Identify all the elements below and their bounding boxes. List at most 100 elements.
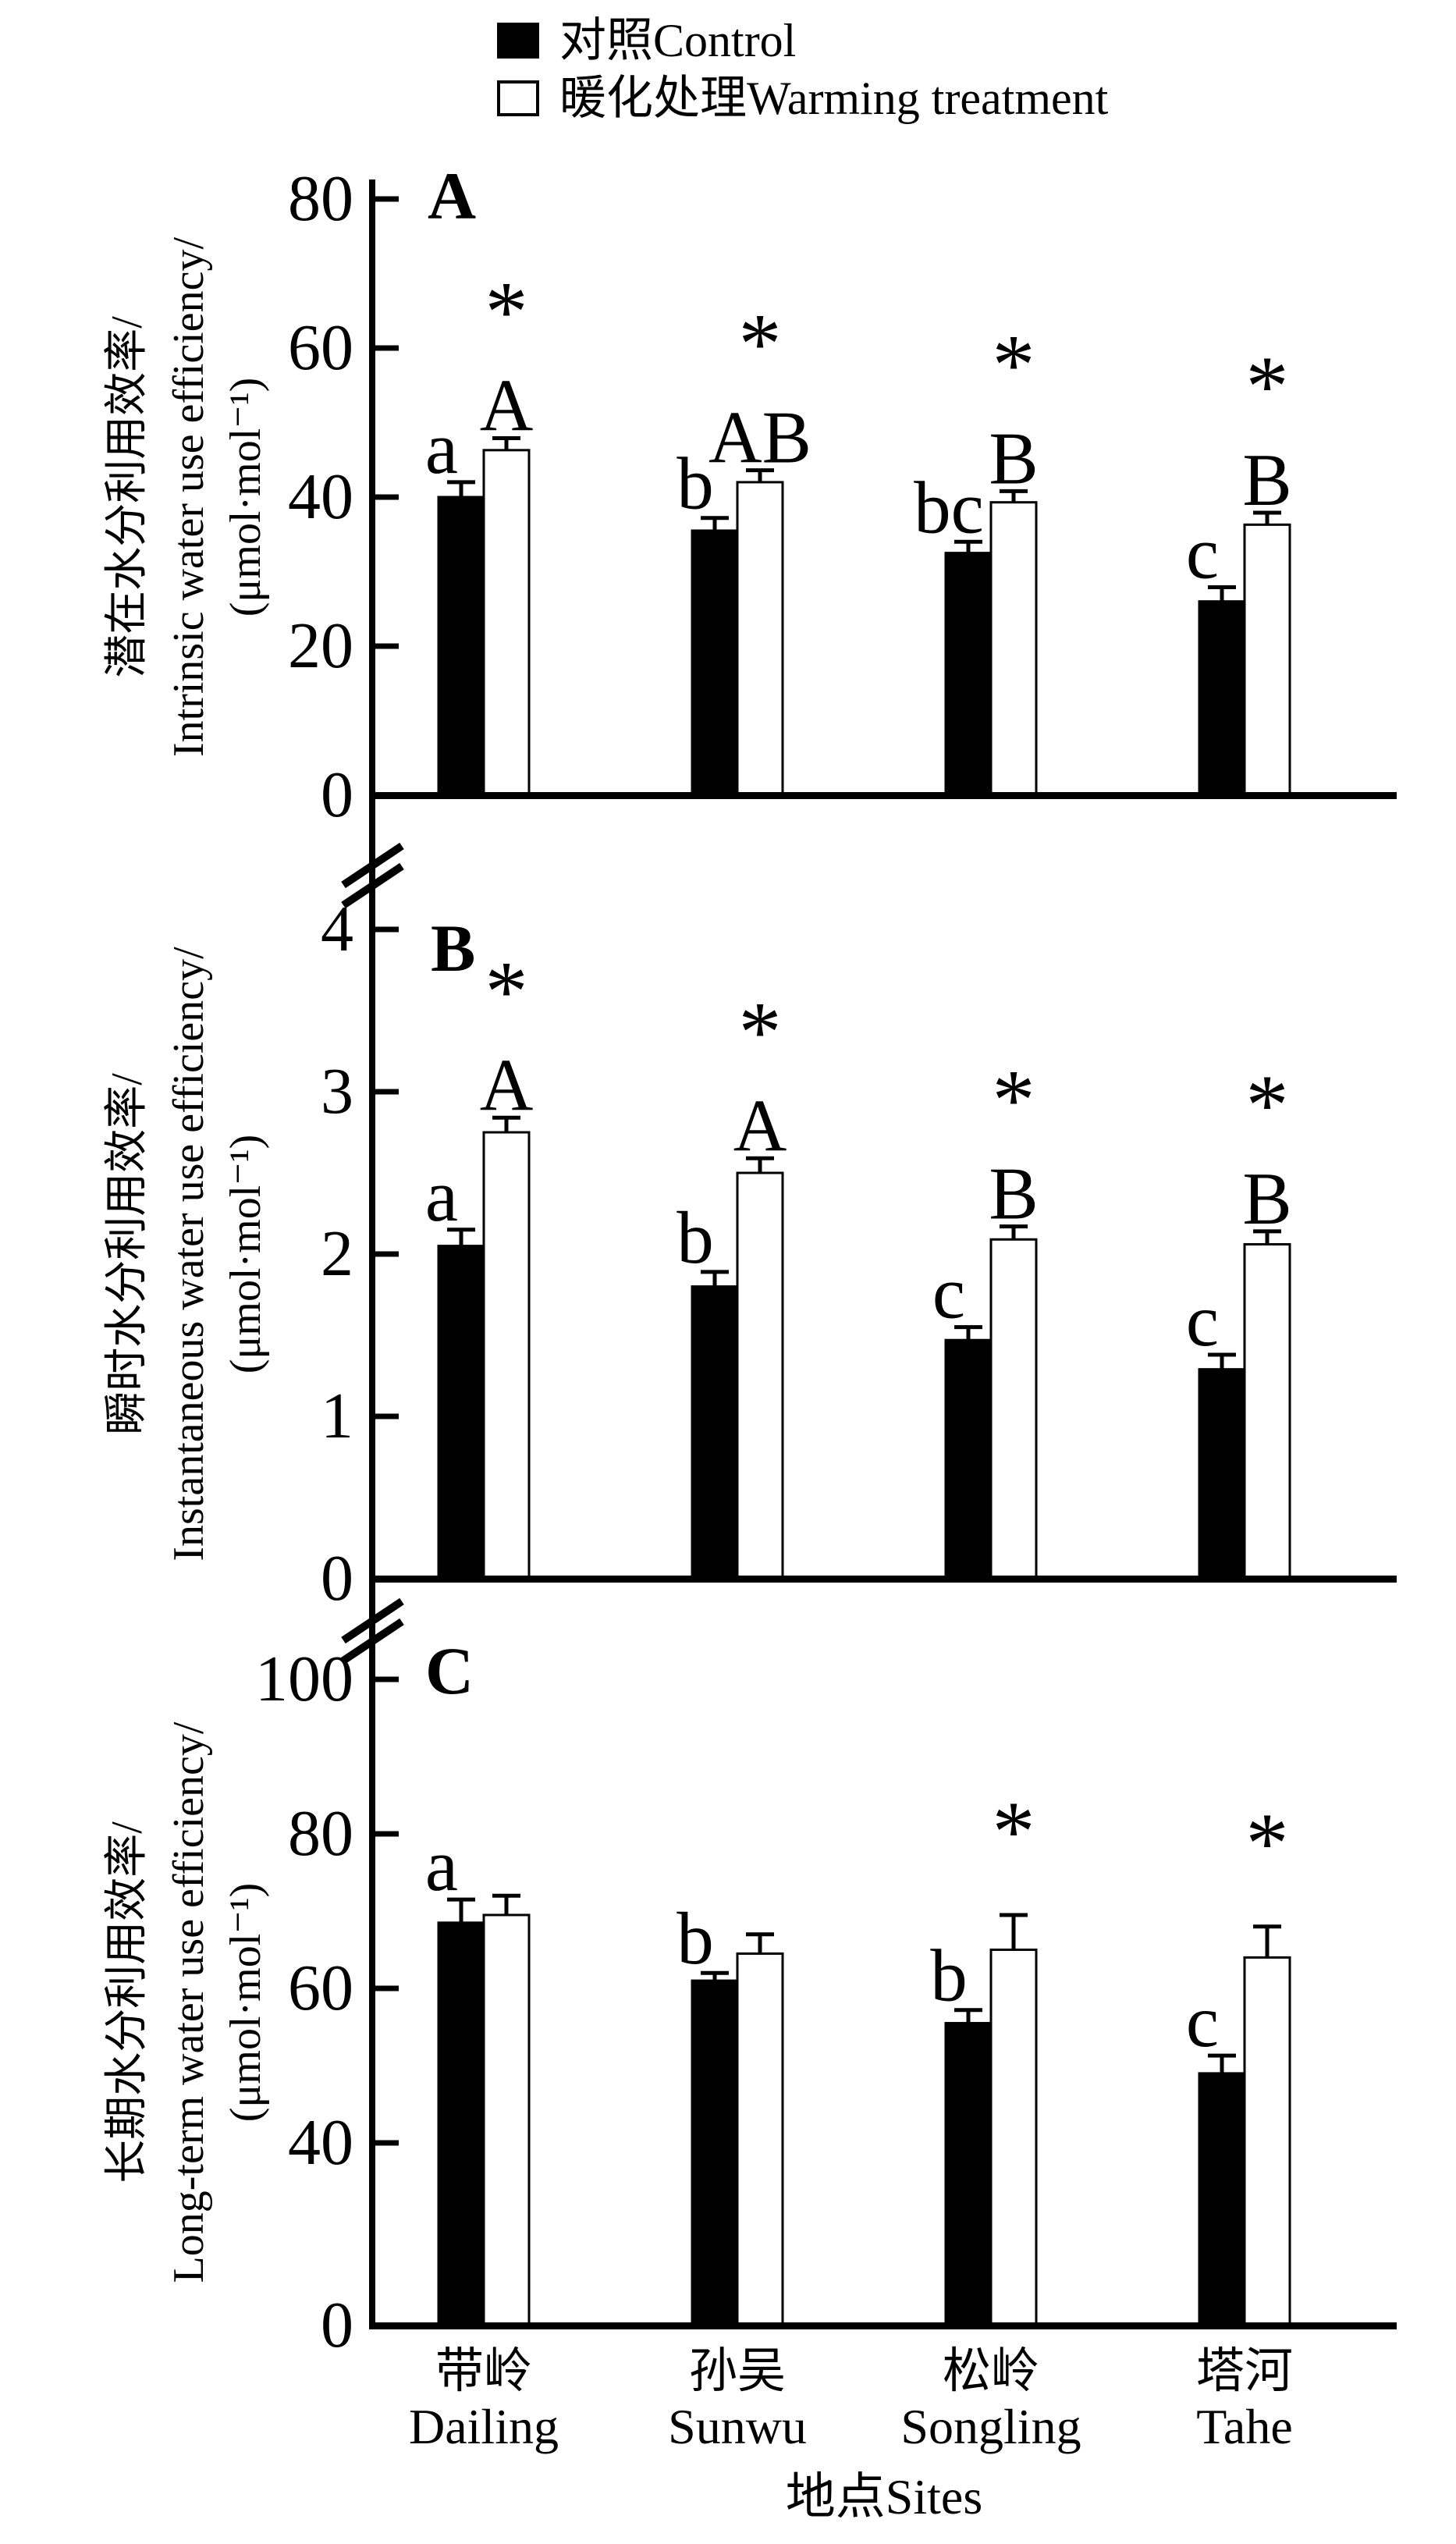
x-label-en-songling: Songling (900, 2399, 1081, 2454)
y-tick-label-panel-C: 0 (321, 2289, 353, 2361)
y-tick-panel-A (375, 643, 399, 649)
y-tick-panel-A (375, 196, 399, 202)
significance-star: * (739, 984, 782, 1079)
y-tick-label-panel-B: 3 (321, 1055, 353, 1128)
bar-control-Dailing-A (437, 496, 485, 797)
y-tick-panel-C (375, 1985, 399, 1991)
significance-star: * (739, 297, 782, 392)
significance-letter: B (989, 417, 1038, 499)
significance-letter: a (425, 407, 458, 489)
bar-warming-Dailing-A (482, 449, 531, 797)
y-tick-label-panel-A: 60 (288, 311, 353, 384)
bar-control-Sunwu-B (691, 1285, 739, 1580)
bar-control-Sunwu-C (691, 1979, 739, 2327)
legend-label-warming: 暖化处理Warming treatment (559, 73, 1109, 124)
y-tick-panel-C (375, 1831, 399, 1837)
y-tick-label-panel-A: 20 (288, 609, 353, 682)
y-tick-label-panel-C: 100 (255, 1643, 353, 1715)
axis-break-icon (341, 862, 404, 909)
y-tick-label-panel-C: 80 (288, 1797, 353, 1870)
x-axis-baseline-panel-B (369, 1576, 1397, 1583)
significance-letter: b (677, 1897, 714, 1980)
bar-warming-Songling-B (989, 1238, 1038, 1580)
panel-label-a: A (428, 158, 477, 233)
legend: 对照Control 暖化处理Warming treatment (497, 17, 1108, 122)
bar-warming-Tahe-B (1243, 1243, 1291, 1580)
bar-warming-Sunwu-C (736, 1952, 784, 2327)
panel-label-c: C (425, 1633, 474, 1708)
axis-break-icon (341, 842, 404, 889)
bar-control-Tahe-C (1198, 2072, 1246, 2327)
y-tick-label-panel-A: 80 (288, 162, 353, 235)
y-label-zh-panel-b: 瞬时水分利用效率/ (103, 1073, 151, 1435)
y-label-zh-panel-c: 长期水分利用效率/ (103, 1821, 151, 2183)
significance-star: * (993, 1784, 1035, 1879)
bar-control-Tahe-A (1198, 600, 1246, 797)
bar-control-Songling-B (944, 1338, 993, 1580)
y-tick-panel-B (375, 1251, 399, 1257)
significance-star: * (485, 943, 528, 1039)
bar-control-Songling-C (944, 2022, 993, 2327)
significance-letter: a (425, 1154, 458, 1237)
bar-warming-Tahe-C (1243, 1956, 1291, 2327)
x-label-zh-dailing: 带岭 (435, 2345, 533, 2398)
significance-letter: AB (708, 396, 811, 479)
y-tick-label-panel-C: 60 (288, 1952, 353, 2024)
x-label-en-sunwu: Sunwu (668, 2399, 807, 2454)
significance-star: * (1246, 1796, 1289, 1891)
y-label-en-panel-c: Long-term water use efficiency/ (165, 1721, 213, 2283)
bar-control-Songling-A (944, 552, 993, 797)
y-tick-label-panel-A: 40 (288, 460, 353, 533)
x-axis-title: 地点Sites (785, 2469, 983, 2524)
bar-warming-Dailing-B (482, 1131, 531, 1580)
y-tick-panel-C (375, 2140, 399, 2146)
y-label-en-panel-b: Instantaneous water use efficiency/ (165, 947, 213, 1562)
bar-control-Tahe-B (1198, 1368, 1246, 1580)
panel-label-b: B (431, 911, 476, 986)
significance-letter: B (1242, 1157, 1291, 1240)
bar-control-Sunwu-A (691, 529, 739, 797)
significance-star: * (993, 1053, 1035, 1148)
significance-letter: B (1242, 439, 1291, 521)
significance-letter: b (930, 1935, 968, 2017)
y-tick-panel-B (375, 926, 399, 933)
significance-letter: A (480, 1043, 534, 1126)
y-tick-panel-B (375, 1089, 399, 1095)
axis-break-icon (341, 1618, 404, 1665)
y-tick-label-panel-C: 40 (288, 2106, 353, 2179)
bar-control-Dailing-C (437, 1921, 485, 2327)
y-tick-panel-A (375, 345, 399, 351)
significance-letter: A (733, 1084, 787, 1167)
x-axis-baseline-panel-C (369, 2322, 1397, 2329)
y-tick-label-panel-A: 0 (321, 759, 353, 831)
significance-star: * (993, 317, 1035, 412)
y-label-zh-panel-a: 潜在水分利用效率/ (103, 316, 151, 678)
significance-letter: c (1186, 1980, 1219, 2063)
bar-control-Dailing-B (437, 1245, 485, 1580)
warming-swatch-icon (497, 80, 539, 116)
bar-warming-Tahe-A (1243, 523, 1291, 797)
significance-letter: bc (914, 466, 984, 549)
significance-star: * (1246, 339, 1289, 434)
y-tick-label-panel-B: 2 (321, 1217, 353, 1290)
significance-star: * (1246, 1057, 1289, 1153)
x-label-zh-songling: 松岭 (942, 2345, 1040, 2398)
y-label-units-panel-b: (μmol·mol⁻¹) (222, 1134, 270, 1374)
significance-letter: c (1186, 1279, 1219, 1362)
significance-letter: b (677, 442, 714, 525)
y-label-units-panel-c: (μmol·mol⁻¹) (222, 1882, 270, 2123)
significance-letter: A (480, 364, 534, 447)
x-axis-baseline-panel-A (369, 792, 1397, 799)
y-tick-panel-A (375, 494, 399, 500)
y-label-units-panel-a: (μmol·mol⁻¹) (222, 377, 270, 617)
bar-warming-Dailing-C (482, 1913, 531, 2327)
y-label-en-panel-a: Intrinsic water use efficiency/ (165, 236, 213, 758)
x-label-zh-sunwu: 孙吴 (688, 2345, 787, 2398)
control-swatch-icon (497, 23, 539, 59)
significance-letter: a (425, 1824, 458, 1906)
x-label-zh-tahe: 塔河 (1195, 2345, 1294, 2398)
legend-item-warming: 暖化处理Warming treatment (497, 75, 1108, 122)
legend-label-control: 对照Control (559, 15, 797, 66)
